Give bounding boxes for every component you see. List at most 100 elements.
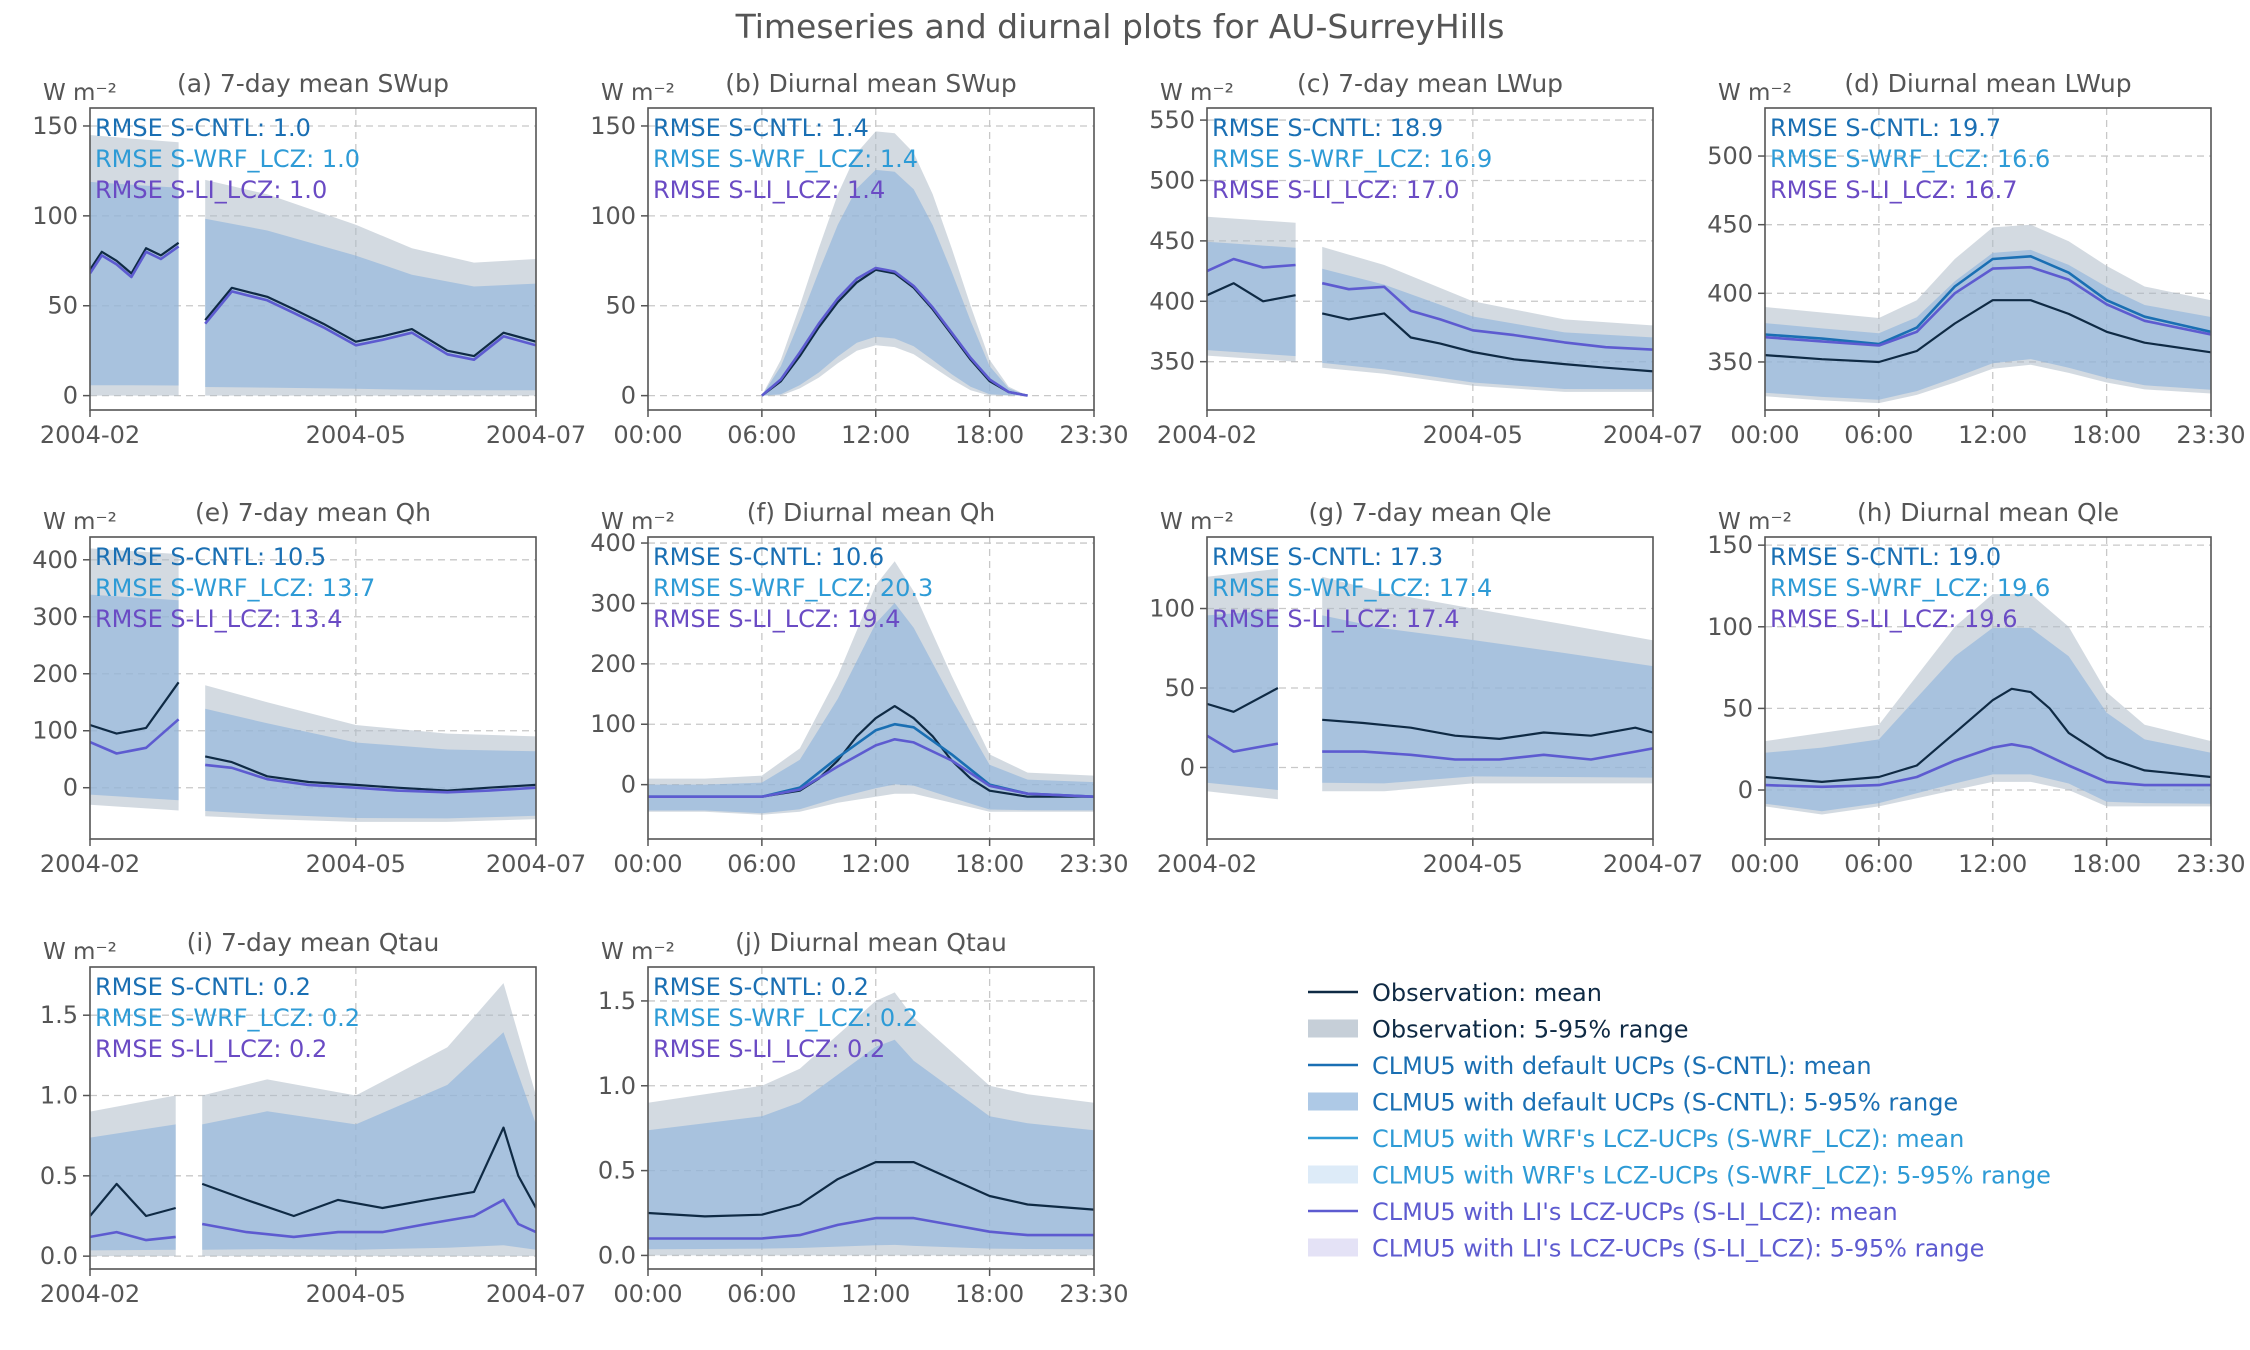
rmse-annotation: RMSE S-CNTL: 19.0 — [1770, 543, 2001, 571]
line-obs — [1765, 687, 2211, 783]
rmse-annotation: RMSE S-LI_LCZ: 19.4 — [653, 605, 900, 633]
x-tick-label: 2004-02 — [1157, 421, 1257, 449]
y-tick-label: 100 — [32, 717, 78, 745]
rmse-annotation: RMSE S-WRF_LCZ: 0.2 — [653, 1004, 918, 1032]
line-obs — [1207, 282, 1296, 303]
rmse-annotation: RMSE S-WRF_LCZ: 17.4 — [1212, 574, 1492, 602]
panel-9: 00:00 06:00 12:00 18:00 23:30 0.0 0.5 1.0 1.5 (j)… — [598, 928, 1129, 1308]
y-tick-label: 1.5 — [598, 987, 636, 1015]
x-tick-label: 00:00 — [613, 1280, 682, 1308]
legend-label: Observation: 5-95% range — [1372, 1016, 1689, 1044]
y-tick-label: 1.0 — [598, 1072, 636, 1100]
panel-0: 2004-02 2004-05 2004-07 0 50 100 150 (a) 7-day … — [32, 69, 586, 449]
line-obs — [90, 1182, 176, 1218]
y-tick-label: 0.5 — [598, 1157, 636, 1185]
y-tick-label: 400 — [32, 546, 78, 574]
band-model — [1207, 241, 1296, 357]
y-tick-label: 550 — [1149, 106, 1195, 134]
rmse-annotation: RMSE S-LI_LCZ: 17.4 — [1212, 605, 1459, 633]
panel-title: (e) 7-day mean Qh — [195, 498, 431, 527]
legend-label: CLMU5 with LI's LCZ-UCPs (S-LI_LCZ): mea… — [1372, 1198, 1898, 1226]
plot-area — [90, 135, 536, 396]
rmse-annotation: RMSE S-WRF_LCZ: 20.3 — [653, 574, 933, 602]
axes-frame — [647, 966, 1095, 1270]
x-tick-label: 18:00 — [2072, 421, 2141, 449]
rmse-annotation: RMSE S-LI_LCZ: 0.2 — [95, 1035, 327, 1063]
line-li — [1321, 281, 1653, 351]
x-tick-label: 18:00 — [955, 421, 1024, 449]
y-axis-unit: W m⁻² — [43, 509, 117, 535]
y-axis-unit: W m⁻² — [1718, 80, 1792, 106]
x-tick-label: 06:00 — [1844, 850, 1913, 878]
y-tick-label: 100 — [590, 710, 636, 738]
y-tick-label: 100 — [1149, 595, 1195, 623]
x-tick-label: 18:00 — [2072, 850, 2141, 878]
band-model — [90, 1124, 176, 1251]
y-tick-label: 1.5 — [40, 1001, 78, 1029]
axes-frame — [1764, 536, 2212, 840]
band-model — [202, 1032, 536, 1250]
panel-8: 2004-02 2004-05 2004-07 0.0 0.5 1.0 1.5 (i) 7-d… — [40, 928, 586, 1308]
x-tick-label: 06:00 — [727, 1280, 796, 1308]
band-model — [205, 708, 536, 819]
y-tick-label: 100 — [1707, 613, 1753, 641]
rmse-annotation: RMSE S-LI_LCZ: 1.4 — [653, 176, 885, 204]
y-axis-unit: W m⁻² — [601, 509, 675, 535]
band-model — [648, 1039, 1094, 1250]
line-obs — [204, 755, 536, 792]
rmse-annotation: RMSE S-CNTL: 18.9 — [1212, 114, 1443, 142]
plot-area — [648, 561, 1094, 815]
panel-title: (c) 7-day mean LWup — [1297, 69, 1563, 98]
line-obs — [201, 1126, 536, 1218]
y-tick-label: 50 — [1722, 694, 1753, 722]
plot-area — [761, 131, 1028, 397]
panel-title: (d) Diurnal mean LWup — [1844, 69, 2131, 98]
rmse-annotation: RMSE S-LI_LCZ: 17.0 — [1212, 176, 1459, 204]
legend-label: CLMU5 with default UCPs (S-CNTL): 5-95% … — [1372, 1089, 1958, 1117]
band-model — [90, 181, 179, 386]
rmse-annotation: RMSE S-LI_LCZ: 16.7 — [1770, 176, 2017, 204]
y-tick-label: 350 — [1707, 348, 1753, 376]
x-tick-label: 00:00 — [613, 850, 682, 878]
panel-title: (b) Diurnal mean SWup — [725, 69, 1017, 98]
x-tick-label: 2004-05 — [306, 850, 406, 878]
plot-area — [1207, 216, 1653, 392]
y-tick-label: 450 — [1707, 211, 1753, 239]
x-tick-label: 23:30 — [2176, 850, 2245, 878]
x-tick-label: 2004-05 — [1423, 850, 1523, 878]
band-model — [90, 594, 179, 801]
y-axis-unit: W m⁻² — [1718, 509, 1792, 535]
x-tick-label: 2004-05 — [306, 1280, 406, 1308]
line-li — [1765, 265, 2211, 347]
axes-frame — [89, 536, 537, 840]
x-tick-label: 06:00 — [727, 850, 796, 878]
y-tick-label: 1.0 — [40, 1082, 78, 1110]
x-tick-label: 23:30 — [1059, 1280, 1128, 1308]
y-tick-label: 50 — [605, 292, 636, 320]
x-tick-label: 2004-02 — [40, 421, 140, 449]
line-obs — [90, 681, 180, 735]
rmse-annotation: RMSE S-CNTL: 1.0 — [95, 114, 311, 142]
y-tick-label: 0.0 — [40, 1242, 78, 1270]
legend-label: CLMU5 with WRF's LCZ-UCPs (S-WRF_LCZ): 5… — [1372, 1162, 2051, 1190]
x-tick-label: 06:00 — [727, 421, 796, 449]
line-li — [90, 1230, 176, 1242]
x-tick-label: 2004-07 — [1603, 850, 1703, 878]
band-model — [1322, 615, 1653, 784]
y-tick-label: 400 — [590, 529, 636, 557]
rmse-annotation: RMSE S-WRF_LCZ: 19.6 — [1770, 574, 2050, 602]
y-tick-label: 500 — [1149, 166, 1195, 194]
y-tick-label: 0.5 — [40, 1162, 78, 1190]
y-tick-label: 150 — [590, 112, 636, 140]
x-tick-label: 23:30 — [2176, 421, 2245, 449]
y-axis-unit: W m⁻² — [601, 80, 675, 106]
rmse-annotation: RMSE S-WRF_LCZ: 1.4 — [653, 145, 918, 173]
band-model — [761, 169, 1028, 396]
legend-label: CLMU5 with WRF's LCZ-UCPs (S-WRF_LCZ): m… — [1372, 1125, 1964, 1153]
axes-frame — [89, 107, 537, 411]
rmse-annotation: RMSE S-WRF_LCZ: 0.2 — [95, 1004, 360, 1032]
line-li — [205, 763, 536, 794]
line-obs — [90, 241, 180, 275]
y-tick-label: 0 — [1180, 753, 1195, 781]
